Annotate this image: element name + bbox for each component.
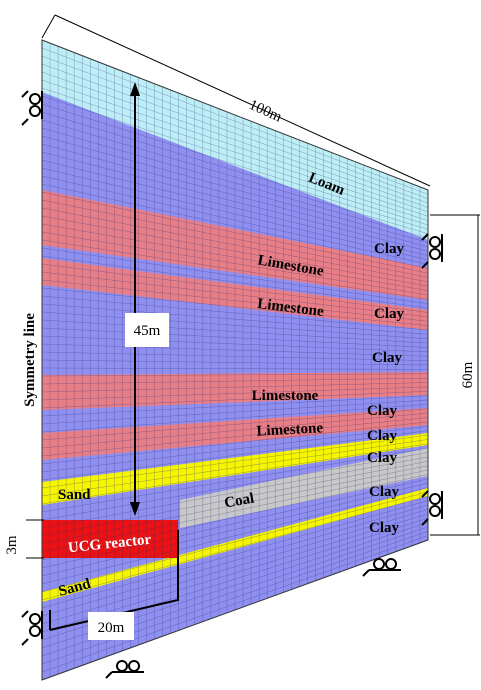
layer-label: Clay [369,520,400,536]
support-line [22,611,28,617]
layer-label: Clay [367,428,398,444]
support-roller [117,661,127,671]
support-roller [30,94,40,104]
model-diagram: 100m 60m 45m 3m 20m Symmetry line Loam L… [0,0,481,690]
support-roller [430,506,440,516]
layer-label: Limestone [252,388,319,404]
support-roller [430,494,440,504]
support-roller [430,249,440,259]
layer-label: Clay [369,484,400,500]
layer-label: Clay [367,403,398,419]
support-roller [430,237,440,247]
support-roller [129,661,139,671]
layer-label: Clay [372,350,403,366]
height-label: 60m [460,361,476,388]
support-roller [30,626,40,636]
layer-label: Clay [374,241,405,257]
support-roller [374,559,384,569]
symmetry-label: Symmetry line [22,313,38,407]
mesh-body [42,40,428,680]
reactor-height-label: 3m [4,535,20,555]
reactor-width-label: 20m [98,620,125,636]
support-line [363,570,369,576]
support-line [22,639,28,645]
dim-tick [42,15,55,38]
support-roller [386,559,396,569]
support-roller [30,614,40,624]
support-line [22,119,28,125]
layer-label: Sand [58,487,91,503]
support-line [22,91,28,97]
support-roller [30,106,40,116]
support-line [106,672,112,678]
layer-label: Clay [367,450,398,466]
layer-label: Clay [374,306,405,322]
depth-label: 45m [134,323,161,339]
